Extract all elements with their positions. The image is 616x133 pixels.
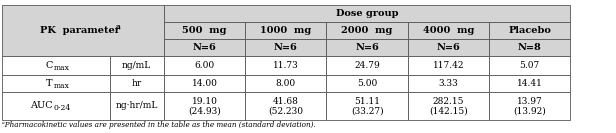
Bar <box>326 39 408 56</box>
Bar <box>164 92 245 120</box>
Text: (52.230: (52.230 <box>269 106 303 115</box>
Bar <box>408 75 489 92</box>
Text: 4000  mg: 4000 mg <box>423 26 474 35</box>
Text: (33.27): (33.27) <box>351 106 383 115</box>
Text: 117.42: 117.42 <box>432 61 464 70</box>
Text: 1000  mg: 1000 mg <box>260 26 312 35</box>
Text: 8.00: 8.00 <box>276 79 296 88</box>
Bar <box>326 56 408 75</box>
Text: 51.11: 51.11 <box>354 97 380 106</box>
Bar <box>408 22 489 39</box>
Text: 0-24: 0-24 <box>54 104 71 112</box>
Bar <box>110 75 164 92</box>
Bar <box>2 75 110 92</box>
Bar <box>164 39 245 56</box>
Bar <box>164 75 245 92</box>
Text: 14.00: 14.00 <box>192 79 217 88</box>
Text: 14.41: 14.41 <box>517 79 543 88</box>
Text: ng·hr/mL: ng·hr/mL <box>116 101 158 111</box>
Bar <box>110 92 164 120</box>
Text: (24.93): (24.93) <box>188 106 221 115</box>
Bar <box>2 5 164 56</box>
Bar <box>245 39 326 56</box>
Bar <box>326 92 408 120</box>
Text: 19.10: 19.10 <box>192 97 217 106</box>
Text: ng/mL: ng/mL <box>122 61 152 70</box>
Text: hr: hr <box>132 79 142 88</box>
Bar <box>164 56 245 75</box>
Text: a: a <box>116 23 121 31</box>
Bar <box>326 75 408 92</box>
Text: C: C <box>46 61 52 70</box>
Bar <box>408 92 489 120</box>
Text: 11.73: 11.73 <box>273 61 299 70</box>
Bar <box>245 75 326 92</box>
Text: (13.92): (13.92) <box>513 106 546 115</box>
Bar <box>326 22 408 39</box>
Text: (142.15): (142.15) <box>429 106 468 115</box>
Bar <box>110 56 164 75</box>
Bar <box>489 75 570 92</box>
Bar <box>2 56 110 75</box>
Text: 3.33: 3.33 <box>439 79 458 88</box>
Text: Dose group: Dose group <box>336 9 399 18</box>
Text: 13.97: 13.97 <box>517 97 543 106</box>
Text: max: max <box>54 64 70 72</box>
Text: N=6: N=6 <box>355 43 379 52</box>
Text: T: T <box>46 79 52 88</box>
Bar <box>489 92 570 120</box>
Text: AUC: AUC <box>30 101 52 111</box>
Text: 500  mg: 500 mg <box>182 26 227 35</box>
Bar <box>245 92 326 120</box>
Bar <box>164 5 570 22</box>
Bar <box>489 56 570 75</box>
Text: 24.79: 24.79 <box>354 61 380 70</box>
Text: 41.68: 41.68 <box>273 97 299 106</box>
Bar <box>408 56 489 75</box>
Bar <box>489 22 570 39</box>
Text: 5.07: 5.07 <box>520 61 540 70</box>
Bar <box>164 22 245 39</box>
Text: N=6: N=6 <box>274 43 298 52</box>
Bar <box>408 39 489 56</box>
Text: Placebo: Placebo <box>508 26 551 35</box>
Text: PK  parameter: PK parameter <box>40 26 120 35</box>
Text: 282.15: 282.15 <box>432 97 464 106</box>
Text: max: max <box>54 82 70 90</box>
Bar <box>2 92 110 120</box>
Text: ᵃPharmacokinetic values are presented in the table as the mean (standard deviati: ᵃPharmacokinetic values are presented in… <box>2 121 315 129</box>
Text: N=6: N=6 <box>437 43 460 52</box>
Text: 2000  mg: 2000 mg <box>341 26 393 35</box>
Text: 5.00: 5.00 <box>357 79 377 88</box>
Text: 6.00: 6.00 <box>195 61 214 70</box>
Bar <box>245 22 326 39</box>
Bar <box>245 56 326 75</box>
Text: N=8: N=8 <box>518 43 541 52</box>
Text: N=6: N=6 <box>193 43 216 52</box>
Bar <box>489 39 570 56</box>
